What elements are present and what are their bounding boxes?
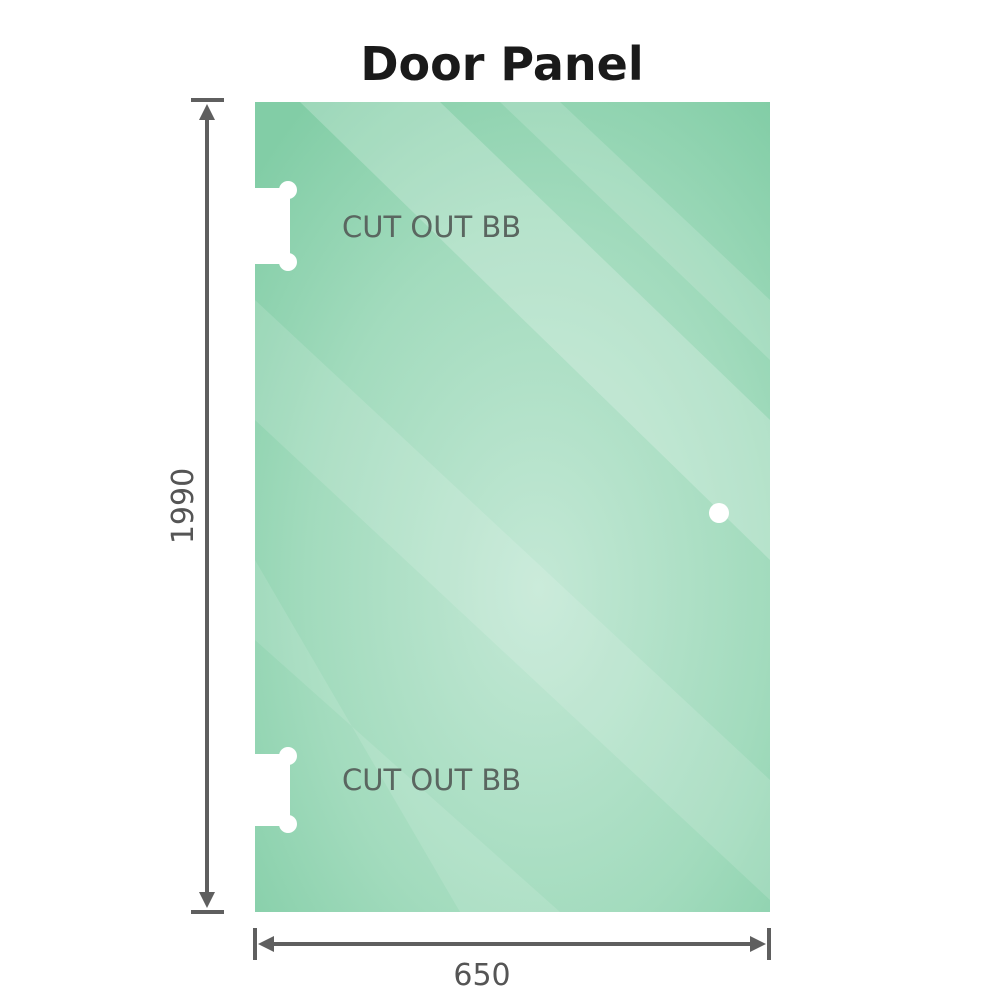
glass-reflections (255, 102, 770, 912)
cutout-label-bottom: CUT OUT BB (342, 763, 521, 797)
width-dimension (253, 928, 771, 960)
handle-hole (709, 503, 729, 523)
cutout-bottom (250, 747, 297, 833)
diagram-title: Door Panel (360, 37, 643, 91)
cutout-label-top: CUT OUT BB (342, 210, 521, 244)
glass-panel (250, 102, 770, 912)
width-label: 650 (453, 958, 510, 993)
height-label: 1990 (166, 468, 201, 544)
height-dimension (191, 98, 224, 914)
cutout-top (250, 181, 297, 271)
